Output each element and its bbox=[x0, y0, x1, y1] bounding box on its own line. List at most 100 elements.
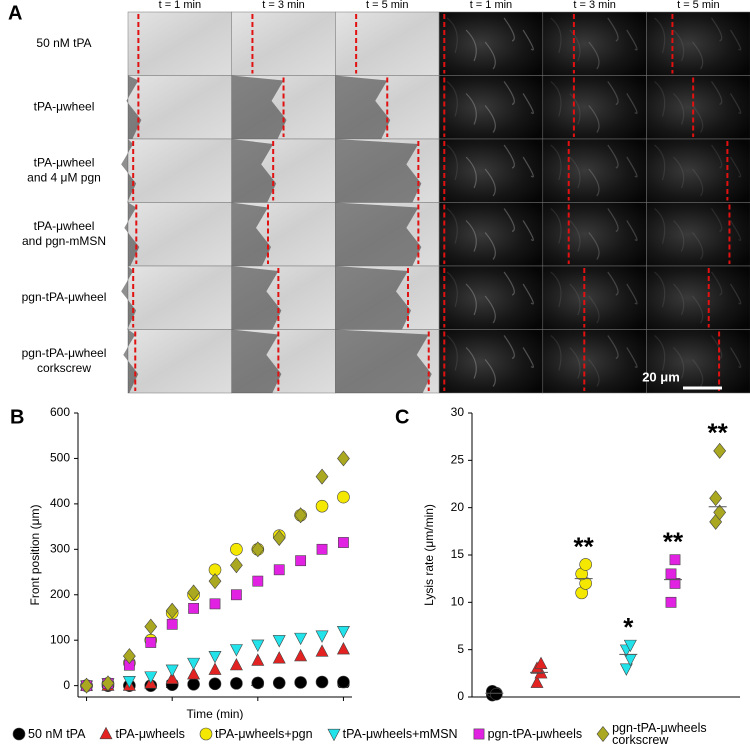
marker bbox=[473, 728, 484, 740]
marker bbox=[272, 529, 286, 546]
legend-label: pgn-tPA-μwheels corkscrew bbox=[612, 721, 707, 747]
fiber bbox=[550, 17, 562, 54]
y-tick-label: 0 bbox=[63, 678, 70, 692]
legend-marker bbox=[473, 728, 484, 740]
y-axis-title: Lysis rate (μm/min) bbox=[422, 504, 436, 606]
fiber bbox=[503, 271, 515, 296]
marker bbox=[165, 664, 179, 677]
marker bbox=[208, 662, 222, 675]
fiber bbox=[711, 17, 723, 42]
micrograph bbox=[438, 329, 544, 394]
fiber bbox=[711, 81, 723, 106]
row-label: tPA-μwheel bbox=[34, 99, 95, 113]
marker bbox=[665, 596, 677, 608]
row-label: pgn-tPA-μwheel bbox=[22, 346, 107, 360]
fiber bbox=[654, 335, 666, 371]
fiber bbox=[626, 29, 638, 51]
marker bbox=[199, 727, 213, 741]
row-label: tPA-μwheel bbox=[34, 155, 95, 169]
marker bbox=[187, 584, 200, 601]
lysed-region bbox=[335, 202, 422, 266]
fiber bbox=[654, 271, 666, 308]
significance: ** bbox=[663, 527, 684, 557]
lysed-region bbox=[335, 139, 422, 203]
fiber bbox=[522, 93, 534, 114]
fiber bbox=[522, 347, 534, 368]
marker bbox=[229, 657, 243, 671]
fiber bbox=[729, 29, 742, 51]
fiber bbox=[465, 220, 477, 252]
fiber bbox=[484, 295, 496, 324]
y-tick-label: 500 bbox=[50, 451, 70, 465]
legend-label: 50 nM tPA bbox=[28, 727, 86, 741]
y-tick-label: 100 bbox=[50, 632, 70, 646]
legend-entry: tPA-μwheels+mMSN bbox=[325, 726, 458, 742]
column-header: t = 3 min bbox=[573, 0, 616, 11]
micrograph bbox=[438, 138, 544, 203]
marker bbox=[623, 639, 637, 653]
fiber bbox=[673, 29, 685, 62]
fiber bbox=[446, 271, 458, 308]
significance: ** bbox=[708, 418, 729, 448]
legend-label: pgn-tPA-μwheels bbox=[487, 727, 583, 741]
fiber bbox=[607, 17, 619, 42]
panel-label: C bbox=[395, 406, 409, 428]
significance: * bbox=[623, 612, 634, 642]
fiber bbox=[465, 156, 477, 189]
fiber bbox=[692, 359, 704, 387]
micrograph bbox=[438, 202, 544, 267]
row-label: tPA-μwheel bbox=[34, 219, 95, 233]
micrograph bbox=[646, 329, 750, 394]
fiber bbox=[550, 208, 562, 244]
micrograph bbox=[127, 75, 232, 140]
marker bbox=[490, 687, 503, 701]
micrograph bbox=[646, 202, 750, 267]
micrograph bbox=[438, 75, 544, 140]
row-label: and 4 μM pgn bbox=[27, 170, 101, 184]
legend-entry: pgn-tPA-μwheels corkscrew bbox=[594, 722, 730, 746]
marker bbox=[337, 450, 350, 467]
marker bbox=[272, 676, 286, 690]
micrograph bbox=[127, 265, 232, 330]
fiber bbox=[484, 168, 496, 197]
fiber bbox=[503, 144, 515, 169]
marker bbox=[251, 639, 265, 652]
y-tick-label: 15 bbox=[451, 547, 465, 561]
y-tick-label: 10 bbox=[451, 595, 465, 609]
marker bbox=[166, 618, 178, 630]
lysed-region bbox=[231, 266, 282, 330]
y-tick-label: 200 bbox=[50, 587, 70, 601]
fiber bbox=[522, 283, 534, 305]
marker bbox=[273, 564, 285, 576]
marker bbox=[294, 648, 308, 662]
marker bbox=[315, 675, 329, 689]
fiber bbox=[729, 347, 742, 368]
lysed-region bbox=[121, 139, 137, 203]
marker bbox=[709, 490, 723, 507]
lysed-region bbox=[126, 75, 142, 139]
marker bbox=[12, 727, 26, 741]
fiber bbox=[484, 41, 496, 70]
fiber bbox=[711, 144, 723, 169]
fiber bbox=[654, 208, 666, 244]
fiber bbox=[673, 283, 685, 316]
fiber bbox=[569, 283, 581, 316]
fiber bbox=[465, 93, 477, 125]
micrograph bbox=[127, 329, 232, 394]
column-header: t = 5 min bbox=[366, 0, 409, 11]
fiber bbox=[522, 220, 534, 241]
fiber bbox=[607, 144, 619, 169]
fiber bbox=[692, 232, 704, 260]
marker bbox=[251, 541, 265, 558]
fiber bbox=[607, 335, 619, 360]
fiber bbox=[588, 105, 600, 133]
micrograph bbox=[542, 75, 647, 140]
fiber bbox=[626, 347, 638, 368]
marker bbox=[231, 589, 242, 601]
panel-label: A bbox=[8, 2, 22, 24]
marker bbox=[294, 632, 308, 646]
fiber bbox=[446, 17, 458, 54]
marker bbox=[187, 657, 201, 671]
marker bbox=[122, 675, 136, 689]
micrograph bbox=[646, 138, 750, 203]
